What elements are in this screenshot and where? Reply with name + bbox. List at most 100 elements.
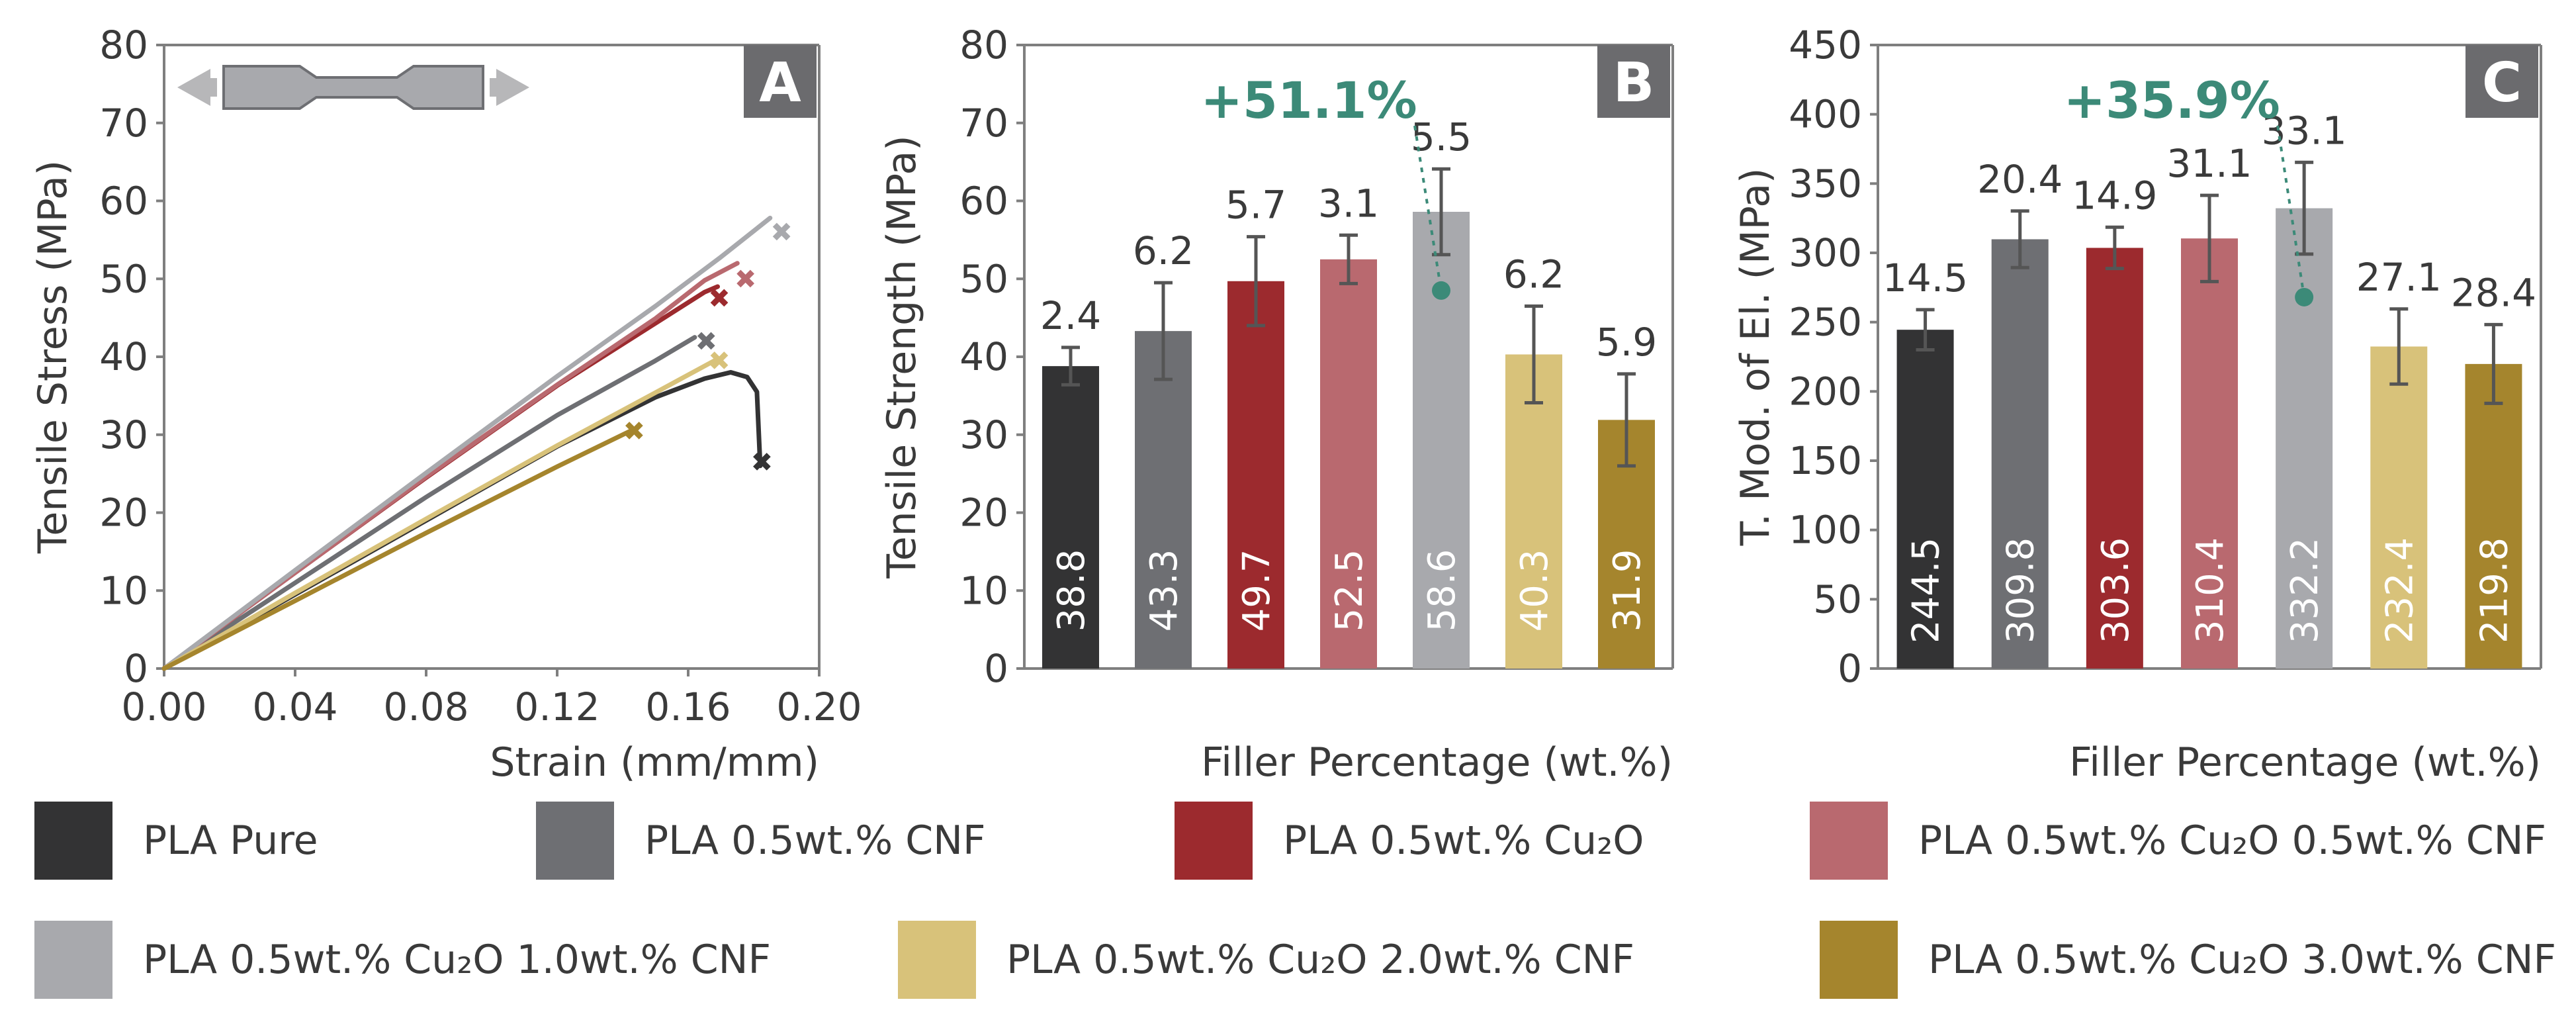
- annotation-point: [2295, 287, 2314, 306]
- dogbone-shape: [222, 65, 484, 110]
- bar-value-label: 310.4: [2189, 537, 2232, 643]
- x-tick-label: 0.12: [514, 684, 600, 729]
- bar-pla-0-5wt-cu2o-1-0wt-cnf: [2276, 208, 2333, 669]
- x-tick-label: 0.16: [645, 684, 731, 729]
- y-tick-label: 150: [1789, 438, 1862, 483]
- error-label: 28.4: [2451, 270, 2536, 315]
- y-tick-label: 10: [99, 568, 148, 613]
- panel-badge-bg: [744, 45, 817, 118]
- panel-badge-label: A: [759, 52, 801, 115]
- bar-value-label: 31.9: [1606, 549, 1649, 632]
- y-axis-label: Tensile Strength (MPa): [879, 135, 925, 579]
- error-label: 20.4: [1977, 157, 2063, 202]
- bar-pla-pure: [1042, 366, 1099, 669]
- x-axis-label: Strain (mm/mm): [490, 739, 819, 786]
- y-tick-label: 0: [1838, 646, 1862, 691]
- failure-marker-pla-0-5wt-cu2o-0-5wt-cnf: ✖: [734, 264, 757, 295]
- error-label: 6.2: [1133, 228, 1194, 273]
- bar-pla-0-5wt-cu2o-3-0wt-cnf: [2465, 363, 2522, 669]
- y-tick-label: 450: [1789, 23, 1862, 68]
- legend-label: PLA 0.5wt.% Cu₂O 1.0wt.% CNF: [143, 937, 772, 983]
- curve-pla-0-5wt-cu2o: [161, 284, 720, 671]
- y-tick-label: 30: [99, 412, 148, 457]
- bar-pla-0-5wt-cu2o: [1227, 281, 1284, 669]
- error-label: 5.5: [1411, 115, 1472, 160]
- panel-badge-label: B: [1613, 52, 1655, 115]
- error-label: 33.1: [2262, 108, 2347, 153]
- legend-label: PLA 0.5wt.% Cu₂O 3.0wt.% CNF: [1928, 937, 2557, 983]
- legend-swatch: [1810, 802, 1888, 880]
- bar-value-label: 43.3: [1143, 549, 1186, 632]
- bar-pla-0-5wt-cu2o-0-5wt-cnf: [2181, 238, 2238, 669]
- legend-swatch: [536, 802, 614, 880]
- bar-pla-0-5wt-cu2o-2-0wt-cnf: [2370, 346, 2428, 669]
- y-tick-label: 10: [959, 568, 1008, 613]
- bar-value-label: 49.7: [1235, 549, 1278, 632]
- bar-value-label: 40.3: [1513, 549, 1556, 632]
- y-tick-label: 70: [99, 101, 148, 146]
- annotation-leader-line: [1413, 125, 1443, 291]
- y-axis-label: T. Mod. of El. (MPa): [1732, 168, 1779, 547]
- y-tick-label: 20: [959, 490, 1008, 535]
- legend-item-pla-pure: PLA Pure: [34, 798, 318, 884]
- y-tick-label: 40: [99, 334, 148, 379]
- bar-pla-0-5wt-cu2o-0-5wt-cnf: [1320, 259, 1377, 669]
- error-label: 14.5: [1883, 255, 1968, 301]
- improvement-annotation: +35.9%: [2063, 71, 2280, 130]
- legend-label: PLA 0.5wt.% Cu₂O: [1283, 817, 1644, 864]
- legend-item-cu2o-2.0cnf: PLA 0.5wt.% Cu₂O 2.0wt.% CNF: [898, 917, 1634, 1003]
- bar-pla-pure: [1896, 330, 1954, 669]
- curve-pla-0-5wt-cu2o-2-0wt-cnf: [161, 358, 717, 671]
- annotation-point: [1432, 281, 1450, 300]
- panel-a: 0 10 20 30 40 50 60 70 80 0.00 0.04 0.08 0.12 0.16 0.2…: [30, 23, 862, 786]
- x-tick-label: 0.04: [252, 684, 337, 729]
- legend-item-cu2o-0.5cnf: PLA 0.5wt.% Cu₂O 0.5wt.% CNF: [1810, 798, 2546, 884]
- y-tick-label: 100: [1789, 508, 1862, 553]
- y-tick-label: 80: [99, 23, 148, 68]
- legend-label: PLA Pure: [143, 817, 318, 864]
- failure-marker-pla-0-5wt-cnf: ✖: [695, 326, 717, 357]
- x-tick-label: 0.00: [121, 684, 206, 729]
- improvement-annotation: +51.1%: [1200, 71, 1417, 130]
- panel-c: 0 50 100 150 200 250 300 350 400 450 244.5 14.5 309.…: [1732, 23, 2542, 786]
- bar-value-label: 303.6: [2094, 537, 2137, 643]
- dogbone-specimen-icon: [177, 65, 529, 110]
- error-label: 31.1: [2166, 141, 2252, 186]
- curve-pla-0-5wt-cu2o-0-5wt-cnf: [161, 261, 740, 671]
- error-label: 2.4: [1040, 293, 1101, 338]
- failure-marker-pla-0-5wt-cu2o-1-0wt-cnf: ✖: [770, 218, 793, 248]
- error-label: 5.9: [1596, 320, 1657, 365]
- legend: PLA Pure PLA 0.5wt.% CNF PLA 0.5wt.% Cu₂…: [0, 788, 2576, 1020]
- bar-pla-0-5wt-cnf: [1991, 239, 2049, 669]
- arrow-right-icon: [490, 69, 529, 106]
- y-tick-label: 50: [99, 256, 148, 301]
- y-tick-label: 50: [959, 256, 1008, 301]
- y-tick-label: 70: [959, 101, 1008, 146]
- y-tick-label: 30: [959, 412, 1008, 457]
- bar-pla-0-5wt-cu2o-2-0wt-cnf: [1505, 354, 1562, 669]
- x-tick-label: 0.08: [383, 684, 468, 729]
- legend-item-cu2o-1.0cnf: PLA 0.5wt.% Cu₂O 1.0wt.% CNF: [34, 917, 771, 1003]
- bar-value-label: 232.4: [2378, 537, 2421, 643]
- annotation-leader-line: [2276, 125, 2306, 298]
- error-label: 3.1: [1318, 181, 1379, 226]
- y-tick-label: 80: [959, 23, 1008, 68]
- legend-swatch: [34, 802, 112, 880]
- failure-marker-pla-0-5wt-cu2o: ✖: [708, 284, 731, 314]
- panel-b: 0 10 20 30 40 50 60 70 80 38.8 2.4 43.3 6.2 49.7 5.7 52…: [879, 23, 1674, 786]
- bar-value-label: 309.8: [2000, 537, 2043, 643]
- failure-marker-pla-0-5wt-cu2o-3-0wt-cnf: ✖: [623, 416, 646, 447]
- curve-pla-0-5wt-cnf: [161, 335, 697, 671]
- legend-label: PLA 0.5wt.% Cu₂O 0.5wt.% CNF: [1918, 817, 2547, 864]
- panel-badge-bg: [2465, 45, 2538, 118]
- y-tick-label: 20: [99, 490, 148, 535]
- y-tick-label: 60: [99, 179, 148, 224]
- curve-pla-0-5wt-cu2o-3-0wt-cnf: [161, 429, 632, 671]
- y-tick-label: 50: [1813, 577, 1862, 622]
- y-tick-label: 400: [1789, 92, 1862, 137]
- bar-value-label: 52.5: [1328, 549, 1371, 632]
- failure-marker-pla-pure: ✖: [751, 447, 774, 478]
- bar-value-label: 58.6: [1421, 549, 1464, 632]
- legend-swatch: [1175, 802, 1253, 880]
